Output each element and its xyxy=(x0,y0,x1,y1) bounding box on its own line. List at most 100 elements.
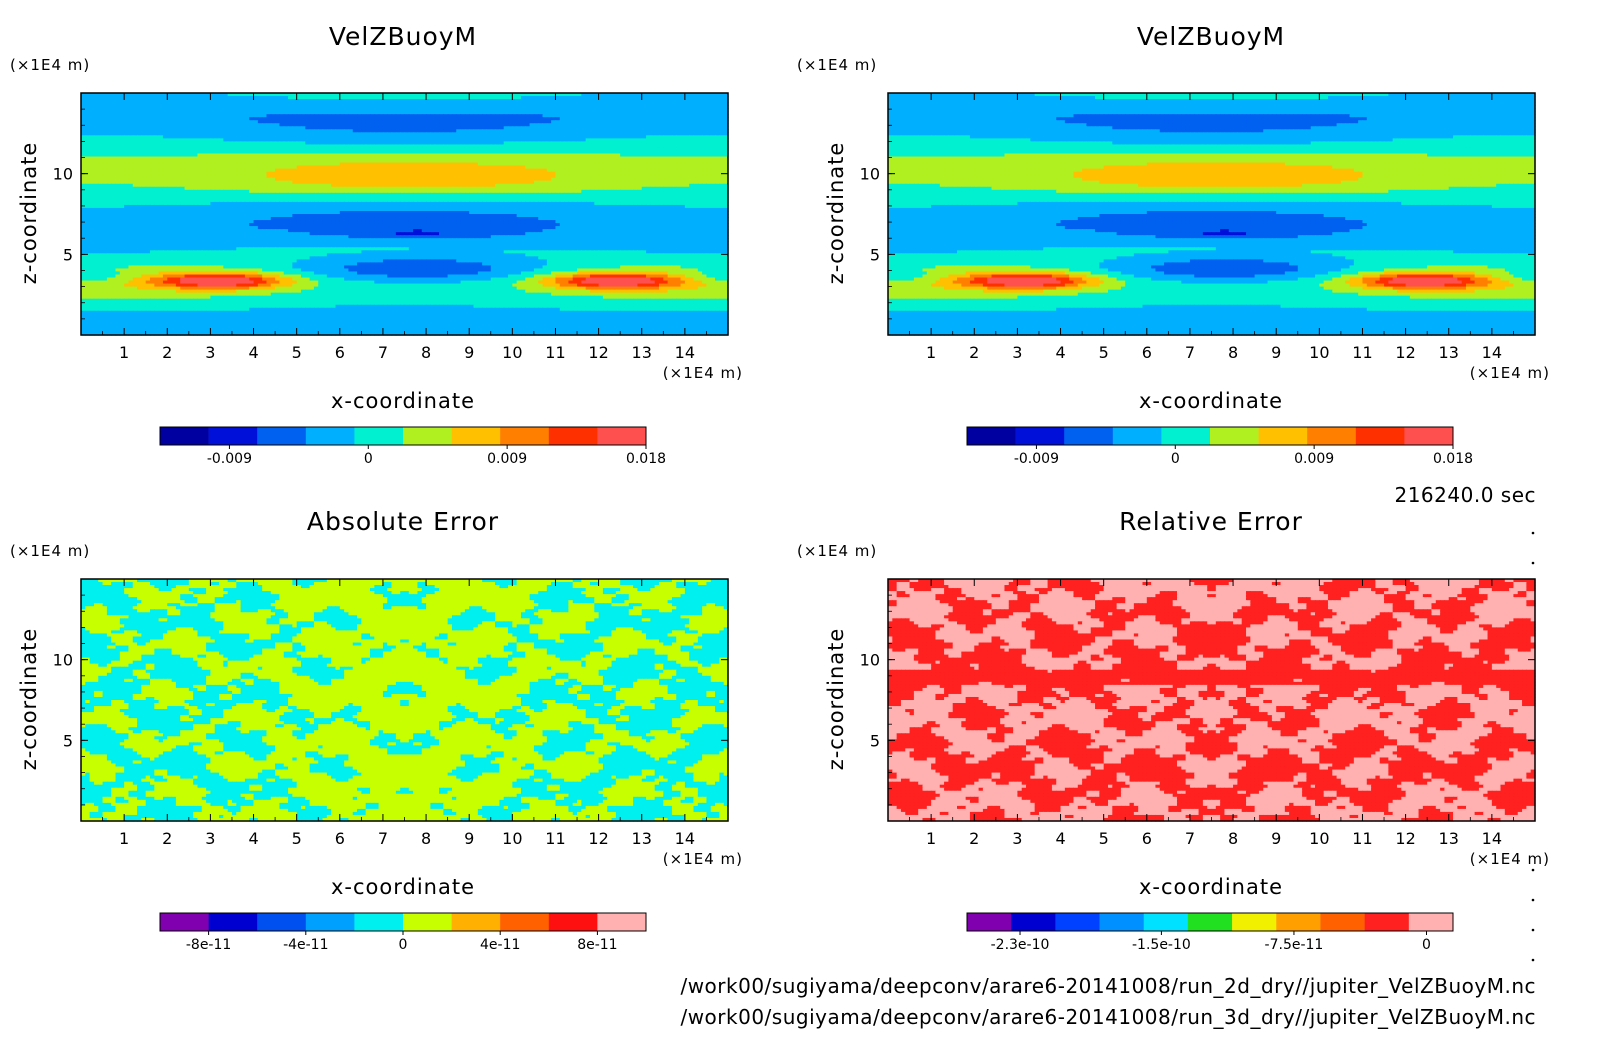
x-axis-label: x-coordinate xyxy=(1139,875,1283,899)
colorbar: -8e-11 -4e-11 0 4e-11 8e-11 xyxy=(159,912,647,953)
panel-title: VelZBuoyM xyxy=(329,22,477,51)
x-tick-label: 14 xyxy=(1482,343,1502,362)
contour-field xyxy=(888,579,1536,822)
colorbar-swatch xyxy=(1064,427,1114,445)
panel-absolute-error: Absolute Error (×1E4 m) 1 2 3 4 5 6 7 8 9 10 11 12 1… xyxy=(10,507,743,953)
x-tick-label: 8 xyxy=(1228,829,1238,848)
x-tick-label: 1 xyxy=(926,829,936,848)
colorbar-swatch xyxy=(967,913,1012,931)
colorbar-swatch xyxy=(500,427,550,445)
x-tick-label: 11 xyxy=(545,343,565,362)
panel-velzbuoym-3d: VelZBuoyM (×1E4 m) 1 2 3 4 5 6 7 8 9 10 11 12 13 14 5… xyxy=(797,22,1550,467)
colorbar-label: 0 xyxy=(1422,937,1431,953)
colorbar-label: -2.3e-10 xyxy=(991,937,1050,953)
colorbar-swatch xyxy=(208,913,258,931)
colorbar-swatch xyxy=(1404,427,1454,445)
x-tick-label: 4 xyxy=(248,343,258,362)
x-axis-label: x-coordinate xyxy=(1139,389,1283,413)
edge-dots xyxy=(1531,531,1535,962)
x-tick-label: 12 xyxy=(588,829,608,848)
colorbar-label: 0.009 xyxy=(487,451,527,467)
x-tick-label: 12 xyxy=(1395,343,1415,362)
colorbar-swatch xyxy=(1187,913,1233,931)
x-tick-label: 1 xyxy=(119,829,129,848)
colorbar-label: 8e-11 xyxy=(577,937,617,953)
x-tick-label: 1 xyxy=(926,343,936,362)
file-path-3d: /work00/sugiyama/deepconv/arare6-2014100… xyxy=(680,1005,1536,1029)
colorbar-swatch xyxy=(208,427,258,445)
x-tick-label: 5 xyxy=(1099,343,1109,362)
colorbar-label: 0.018 xyxy=(626,451,666,467)
colorbar-label: -0.009 xyxy=(1014,451,1059,467)
x-tick-label: 8 xyxy=(1228,343,1238,362)
colorbar-swatch xyxy=(160,913,209,931)
x-ticks: 1 2 3 4 5 6 7 8 9 10 11 12 13 14 xyxy=(909,93,1514,362)
colorbar-swatch xyxy=(1099,913,1145,931)
y-ticks: 5 10 xyxy=(53,108,728,320)
colorbar-swatch xyxy=(160,427,209,445)
x-tick-label: 4 xyxy=(248,829,258,848)
y-tick-label: 10 xyxy=(860,651,880,670)
contour-field xyxy=(81,579,729,822)
panel-relative-error: Relative Error (×1E4 m) 1 2 3 4 5 6 7 8 9 10 11 12 1… xyxy=(797,507,1549,953)
colorbar-swatch xyxy=(305,427,355,445)
x-tick-label: 2 xyxy=(162,829,172,848)
x-tick-label: 10 xyxy=(1309,829,1329,848)
colorbar-swatch xyxy=(548,427,598,445)
x-tick-label: 2 xyxy=(969,343,979,362)
colorbar-frame xyxy=(966,426,1454,446)
x-ticks: 1 2 3 4 5 6 7 8 9 10 11 12 13 14 xyxy=(909,579,1514,848)
x-tick-label: 4 xyxy=(1055,343,1065,362)
colorbar-swatch xyxy=(1355,427,1405,445)
x-tick-label: 3 xyxy=(205,343,215,362)
contour-field xyxy=(81,93,729,336)
x-tick-label: 6 xyxy=(335,343,345,362)
x-tick-label: 9 xyxy=(1271,829,1281,848)
y-axis-label: z-coordinate xyxy=(17,142,41,285)
colorbar-swatch xyxy=(1143,913,1189,931)
x-unit-label: (×1E4 m) xyxy=(1470,364,1550,382)
colorbar-label: -7.5e-11 xyxy=(1265,937,1324,953)
colorbar-swatch xyxy=(354,913,404,931)
colorbar-swatch xyxy=(403,913,452,931)
x-unit-label: (×1E4 m) xyxy=(663,850,743,868)
x-unit-label: (×1E4 m) xyxy=(663,364,743,382)
y-ticks: 5 10 xyxy=(860,594,1535,806)
colorbar-swatch xyxy=(1408,913,1454,931)
x-tick-label: 2 xyxy=(162,343,172,362)
x-tick-label: 14 xyxy=(1482,829,1502,848)
colorbar-swatch xyxy=(451,913,501,931)
colorbar-swatch xyxy=(1364,913,1410,931)
colorbar-frame xyxy=(966,912,1454,932)
colorbar: -0.009 0 0.009 0.018 xyxy=(966,426,1473,467)
x-tick-label: 8 xyxy=(421,343,431,362)
y-unit-label: (×1E4 m) xyxy=(797,542,877,560)
y-tick-label: 5 xyxy=(63,731,73,750)
file-path-2d: /work00/sugiyama/deepconv/arare6-2014100… xyxy=(680,974,1536,998)
y-tick-label: 5 xyxy=(870,731,880,750)
colorbar-swatch xyxy=(1161,427,1211,445)
x-tick-label: 12 xyxy=(1395,829,1415,848)
x-tick-label: 11 xyxy=(1352,343,1372,362)
x-axis-label: x-coordinate xyxy=(331,389,475,413)
colorbar-swatch xyxy=(1055,913,1100,931)
colorbar-swatch xyxy=(305,913,355,931)
colorbar-label: 0.009 xyxy=(1294,451,1334,467)
colorbar: -2.3e-10 -1.5e-10 -7.5e-11 0 xyxy=(966,912,1454,953)
colorbar-swatch xyxy=(1011,913,1056,931)
x-tick-label: 12 xyxy=(588,343,608,362)
x-tick-label: 9 xyxy=(1271,343,1281,362)
y-unit-label: (×1E4 m) xyxy=(797,56,877,74)
panel-title: Relative Error xyxy=(1119,507,1303,536)
x-tick-label: 9 xyxy=(464,829,474,848)
x-tick-label: 6 xyxy=(1142,343,1152,362)
colorbar-swatch xyxy=(1307,427,1357,445)
x-tick-label: 5 xyxy=(292,343,302,362)
colorbar-label: 4e-11 xyxy=(480,937,520,953)
colorbar-swatch xyxy=(451,427,501,445)
x-ticks: 1 2 3 4 5 6 7 8 9 10 11 12 13 14 xyxy=(102,93,707,362)
panel-velzbuoym-2d: VelZBuoyM (×1E4 m) 1 2 3 4 5 6 7 8 9 10 11 12 13 14 5… xyxy=(10,22,743,467)
y-tick-label: 5 xyxy=(63,245,73,264)
x-tick-label: 2 xyxy=(969,829,979,848)
